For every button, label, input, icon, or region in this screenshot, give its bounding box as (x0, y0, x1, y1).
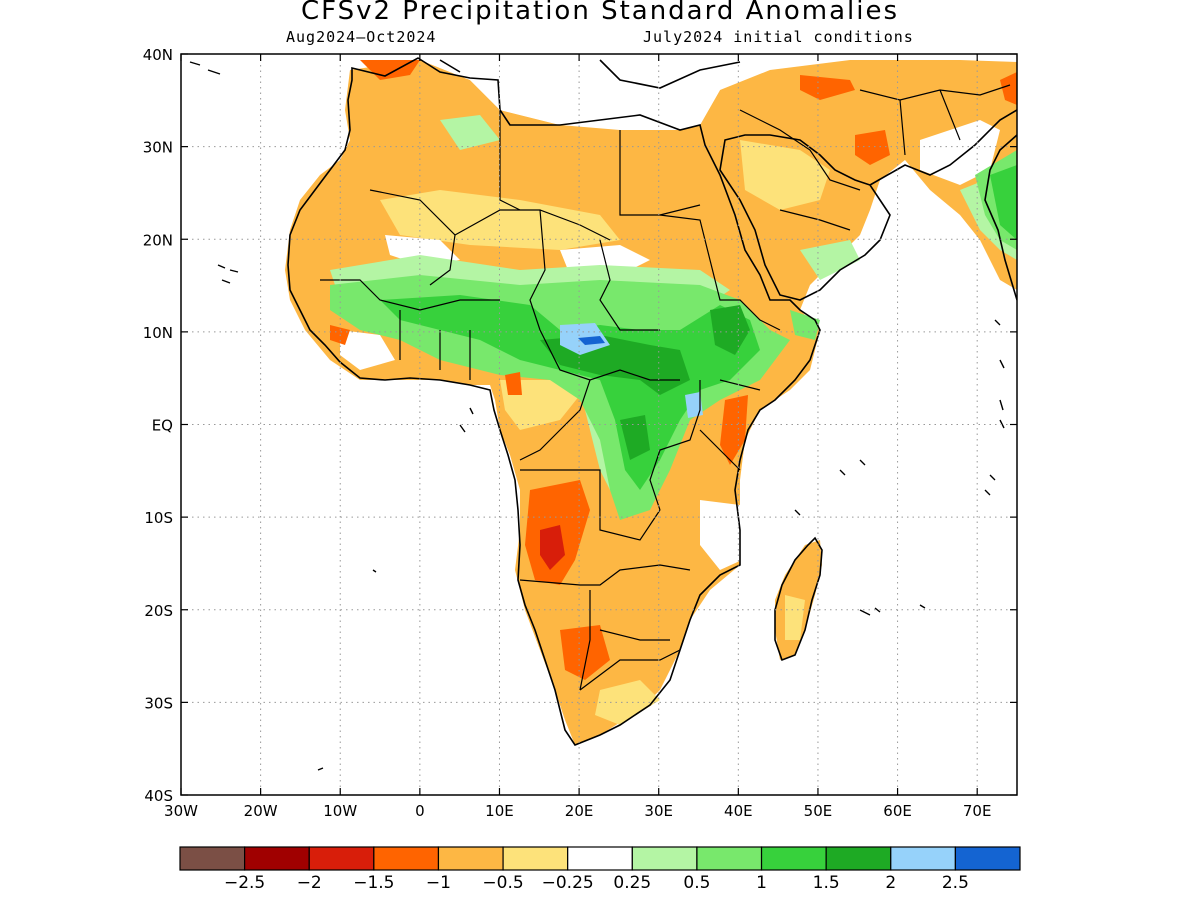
x-tick-label: 0 (415, 802, 425, 820)
x-tick-label: 20W (244, 802, 278, 820)
y-tick-label: 40N (143, 46, 173, 64)
y-tick-label: 10N (143, 324, 173, 342)
africa-coastline (287, 57, 821, 746)
x-tick-label: 40E (724, 802, 753, 820)
colorbar-swatch (631, 846, 698, 871)
colorbar-swatch (760, 846, 827, 871)
coastlines-and-borders (287, 57, 1017, 746)
colorbar: −2.5 −2 −1.5 −1 −0.5 −0.25 0.25 0.5 1 1.5 2 2.5 (179, 846, 1021, 893)
x-tick-label: 50E (804, 802, 833, 820)
colorbar-label: −2.5 (224, 873, 265, 893)
weak-dry-areas (380, 140, 830, 725)
colorbar-swatch (308, 846, 375, 871)
colorbar-label: 1 (756, 873, 767, 893)
colorbar-label: 1.5 (813, 873, 840, 893)
y-tick-label: 20S (144, 602, 173, 620)
colorbar-swatch (373, 846, 440, 871)
y-tick-label: 10S (144, 509, 173, 527)
india-coast (984, 134, 1017, 301)
mediterranean-north-coast (439, 59, 741, 89)
colorbar-label: −2 (297, 873, 322, 893)
valid-period: Aug2024–Oct2024 (286, 28, 437, 46)
colorbar-label: −0.25 (542, 873, 594, 893)
colorbar-label: 2 (885, 873, 896, 893)
x-tick-label: 70E (963, 802, 992, 820)
madagascar-coastline (774, 536, 823, 662)
colorbar-swatch (954, 846, 1021, 871)
colorbar-swatch (567, 846, 633, 871)
island-outlines (189, 61, 1005, 771)
colorbar-label: 0.5 (683, 873, 710, 893)
colorbar-label: 0.25 (613, 873, 651, 893)
x-tick-label: 20E (565, 802, 594, 820)
extreme-wet-blue (578, 336, 605, 345)
colorbar-swatch (179, 846, 246, 871)
strong-wet-areas (380, 165, 1017, 490)
colorbar-swatch (502, 846, 569, 871)
initial-conditions: July2024 initial conditions (643, 28, 914, 46)
y-tick-label: 40S (144, 787, 173, 805)
colorbar-swatch (825, 846, 892, 871)
colorbar-label: 2.5 (942, 873, 969, 893)
y-tick-label: 20N (143, 231, 173, 249)
country-borders (320, 84, 1011, 691)
colorbar-swatch (437, 846, 504, 871)
colorbar-swatch (696, 846, 763, 871)
persian-gulf-coast (869, 109, 1017, 186)
x-tick-label: 60E (883, 802, 912, 820)
anomaly-field (285, 60, 1017, 745)
x-tick-label: 10E (485, 802, 514, 820)
x-tick-label: 30E (644, 802, 673, 820)
x-tick-label: 10W (323, 802, 357, 820)
y-tick-label: 30N (143, 139, 173, 157)
arabia-coastline (719, 134, 891, 301)
x-tick-label: 30W (164, 802, 198, 820)
colorbar-label: −1.5 (353, 873, 394, 893)
y-tick-label: EQ (152, 417, 173, 435)
axis-ticks: 30W 20W 10W 0 10E 20E 30E 40E 50E 60E 70E 40N 30N 20N… (143, 46, 1017, 820)
extreme-dry-areas (540, 525, 565, 570)
map-title: CFSv2 Precipitation Standard Anomalies (300, 0, 900, 26)
colorbar-swatch (890, 846, 956, 871)
colorbar-label: −0.5 (482, 873, 523, 893)
y-tick-label: 30S (144, 694, 173, 712)
colorbar-label: −1 (426, 873, 451, 893)
colorbar-swatch (244, 846, 310, 871)
graticule (181, 54, 1017, 795)
